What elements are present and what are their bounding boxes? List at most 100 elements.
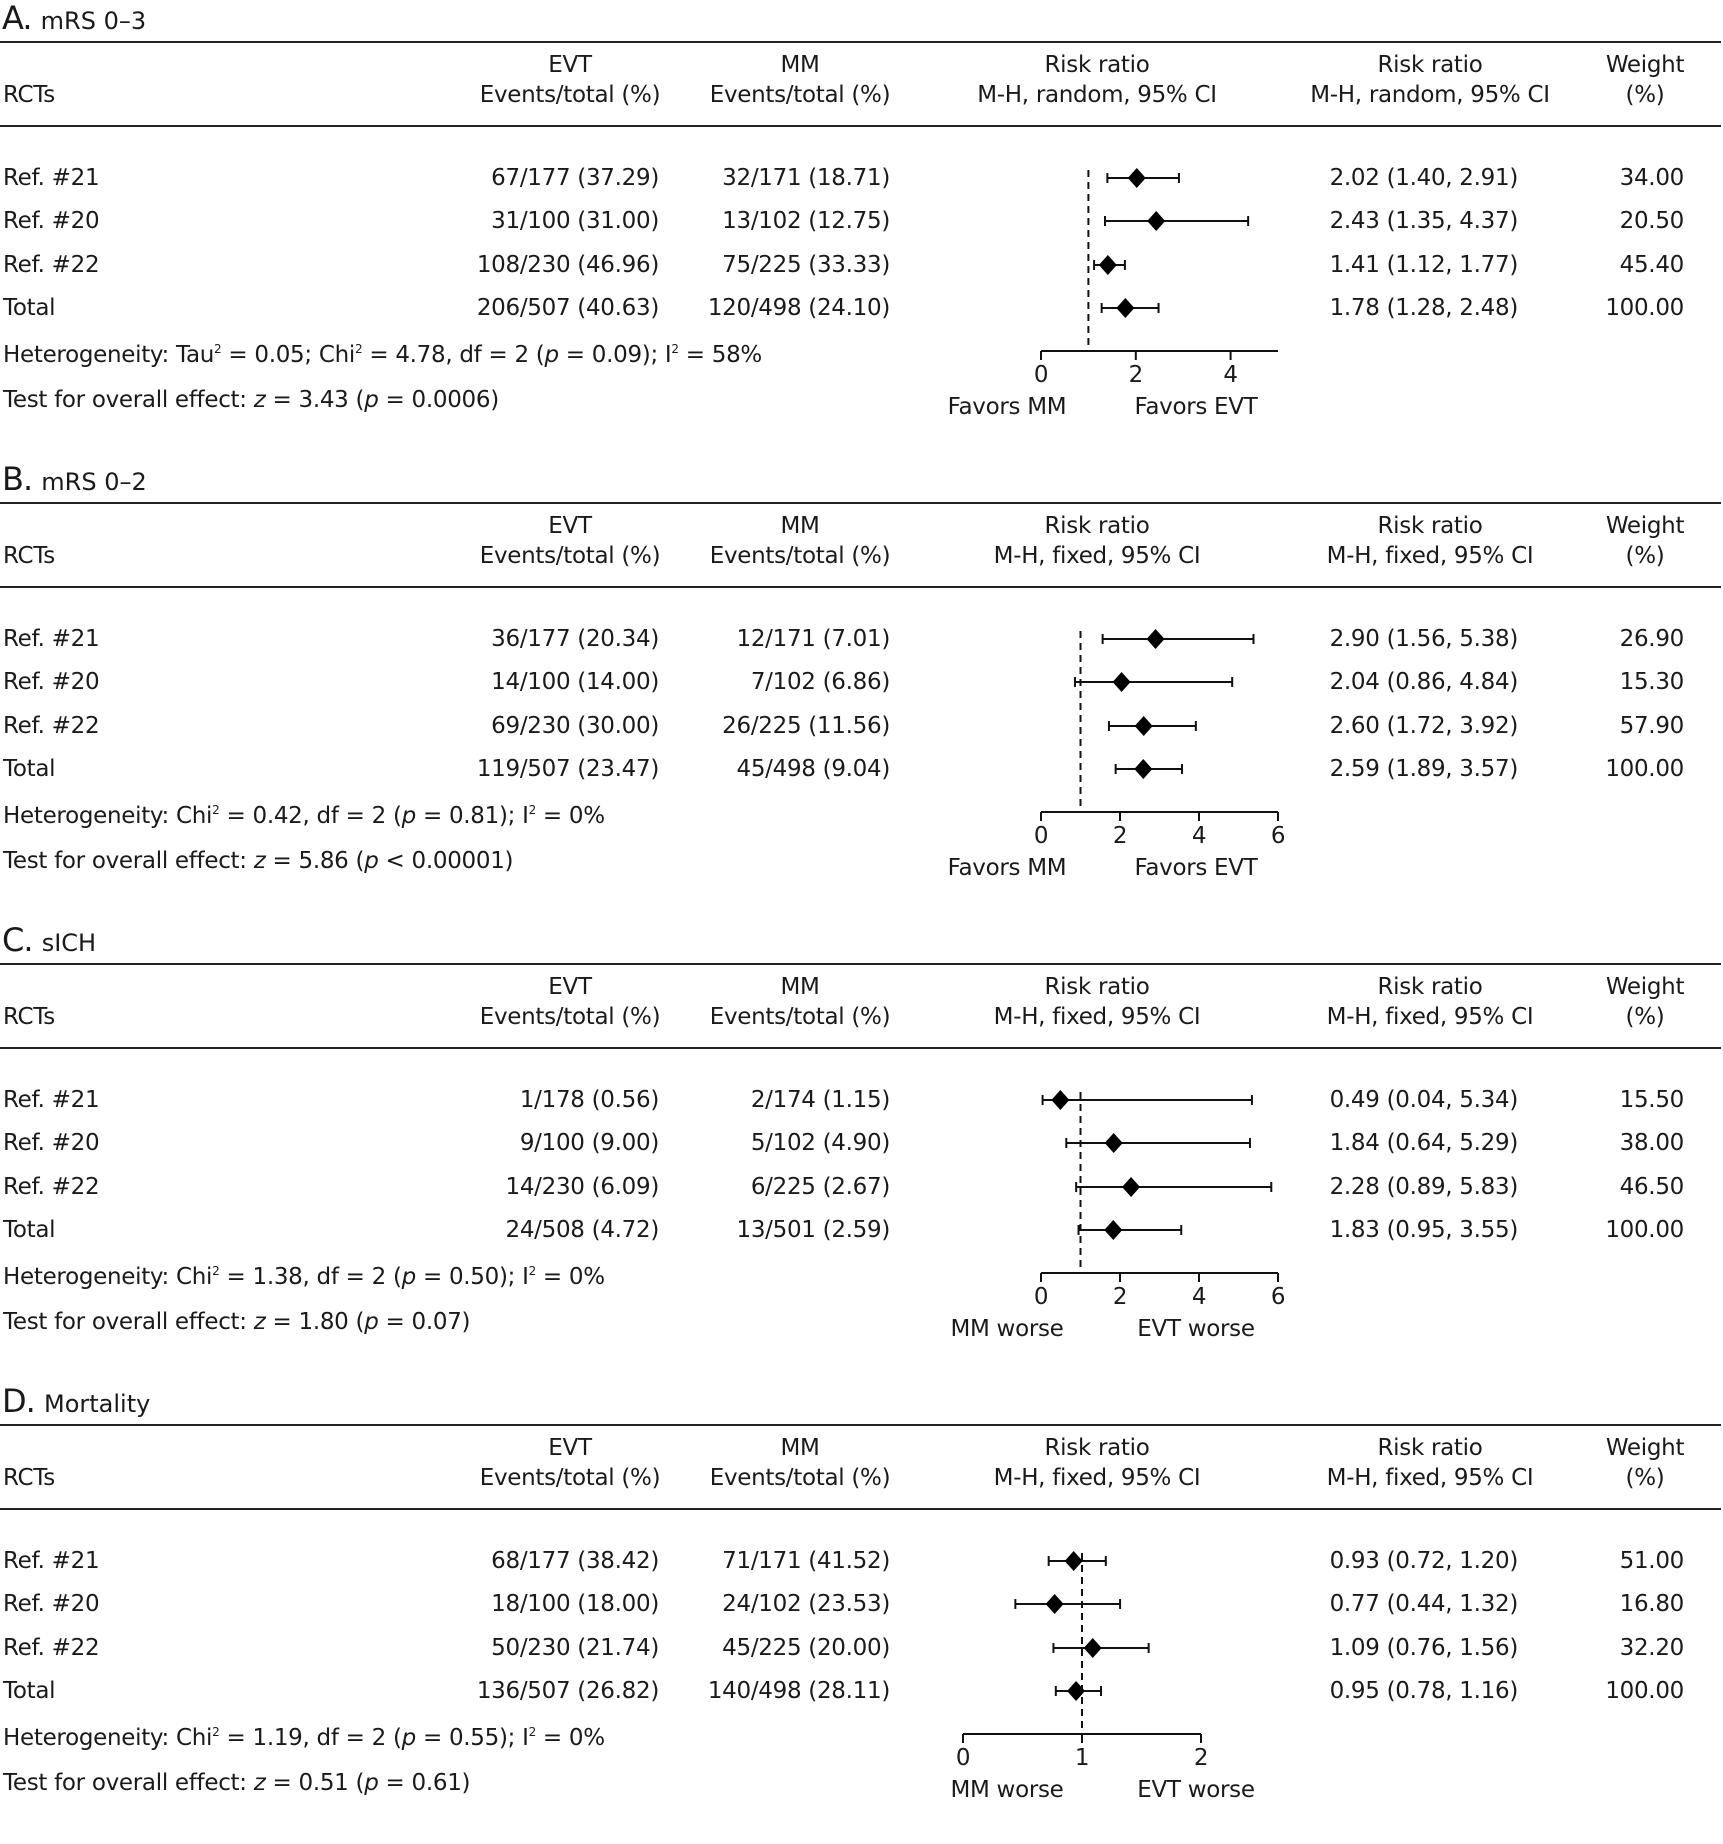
heterogeneity-stats: Heterogeneity: Chi2 = 1.38, df = 2 (p = … (3, 1263, 605, 1291)
study-estimate (1075, 1177, 1273, 1197)
x-tick-label: 2 (1112, 1284, 1128, 1310)
x-tick-label: 6 (1270, 823, 1286, 849)
evt-events: 67/177 (37.29) (491, 165, 659, 191)
header-evt-line2: Events/total (%) (479, 1004, 661, 1030)
header-mm-line1: MM (780, 52, 820, 78)
text-fragment: Test for overall effect: (3, 1770, 254, 1796)
study-label: Ref. #22 (3, 713, 100, 739)
top-rule (0, 1424, 1721, 1426)
top-rule (0, 502, 1721, 504)
text-fragment: = 1.80 ( (265, 1309, 365, 1335)
point-estimate-diamond (1064, 1551, 1083, 1571)
italic-symbol: p (401, 1264, 417, 1290)
panel-letter: C. (2, 921, 34, 959)
text-fragment: Test for overall effect: (3, 387, 254, 413)
italic-symbol: p (401, 803, 417, 829)
point-estimate-diamond (1083, 1638, 1102, 1658)
x-tick-label: 0 (1033, 823, 1049, 849)
x-tick-label: 2 (1128, 362, 1144, 388)
weight-value: 100.00 (1605, 1217, 1684, 1243)
forest-plot-area (1040, 1090, 1279, 1282)
italic-symbol: p (364, 848, 379, 874)
text-fragment: = 5.86 ( (265, 848, 365, 874)
forest-plot-area (1040, 168, 1278, 360)
evt-events: 1/178 (0.56) (519, 1087, 659, 1113)
text-fragment: = 1.38, df = 2 ( (219, 1264, 402, 1290)
weight-value: 32.20 (1619, 1635, 1685, 1661)
evt-events: 119/507 (23.47) (476, 756, 659, 782)
superscript: 2 (528, 1264, 537, 1278)
risk-ratio-ci: 2.04 (0.86, 4.84) (1329, 669, 1519, 695)
header-rr-line2: M-H, fixed, 95% CI (1326, 1465, 1534, 1491)
point-estimate-diamond (1067, 1681, 1086, 1701)
evt-events: 136/507 (26.82) (476, 1678, 659, 1704)
study-label: Ref. #20 (3, 1130, 100, 1156)
risk-ratio-ci: 1.09 (0.76, 1.56) (1329, 1635, 1519, 1661)
evt-events: 31/100 (31.00) (491, 208, 659, 234)
header-rule (0, 1508, 1721, 1510)
x-tick-label: 6 (1270, 1284, 1286, 1310)
point-estimate-diamond (1146, 629, 1165, 649)
x-tick-label: 0 (1033, 362, 1049, 388)
weight-value: 100.00 (1605, 295, 1684, 321)
italic-symbol: p (364, 1770, 379, 1796)
header-rr-line2: M-H, fixed, 95% CI (1326, 1004, 1534, 1030)
text-fragment: = 0.61) (378, 1770, 471, 1796)
header-weight-line1: Weight (1605, 974, 1685, 1000)
x-tick-label: 4 (1191, 1284, 1207, 1310)
weight-value: 45.40 (1619, 252, 1685, 278)
weight-value: 26.90 (1619, 626, 1685, 652)
header-evt-line2: Events/total (%) (479, 1465, 661, 1491)
header-mm-line1: MM (780, 1435, 820, 1461)
mm-events: 5/102 (4.90) (750, 1130, 890, 1156)
header-plot-line1: Risk ratio (1044, 513, 1150, 539)
study-label: Ref. #20 (3, 208, 100, 234)
study-label: Ref. #20 (3, 669, 100, 695)
left-direction-label: Favors MM (947, 394, 1067, 420)
forest-plot-area (1040, 629, 1279, 821)
mm-events: 6/225 (2.67) (750, 1174, 890, 1200)
mm-events: 13/102 (12.75) (722, 208, 890, 234)
risk-ratio-ci: 2.28 (0.89, 5.83) (1329, 1174, 1519, 1200)
evt-events: 68/177 (38.42) (491, 1548, 659, 1574)
overall-effect-test: Test for overall effect: z = 3.43 (p = 0… (3, 386, 499, 414)
header-weight-line2: (%) (1625, 1465, 1665, 1491)
x-tick-label: 0 (1033, 1284, 1049, 1310)
superscript: 2 (671, 342, 679, 356)
mm-events: 140/498 (28.11) (707, 1678, 890, 1704)
header-rr-line1: Risk ratio (1377, 1435, 1483, 1461)
header-weight-line1: Weight (1605, 52, 1685, 78)
text-fragment: Heterogeneity: Chi (3, 803, 213, 829)
weight-value: 57.90 (1619, 713, 1685, 739)
weight-value: 16.80 (1619, 1591, 1685, 1617)
left-direction-label: Favors MM (947, 855, 1067, 881)
point-estimate-diamond (1122, 1177, 1141, 1197)
study-label: Ref. #21 (3, 626, 100, 652)
study-estimate (1103, 211, 1250, 231)
right-direction-label: EVT worse (1137, 1316, 1255, 1342)
text-fragment: = 4.78, df = 2 ( (362, 342, 545, 368)
text-fragment: = 58% (678, 342, 763, 368)
study-label: Ref. #21 (3, 1548, 100, 1574)
right-direction-label: EVT worse (1137, 1777, 1255, 1803)
heterogeneity-stats: Heterogeneity: Chi2 = 1.19, df = 2 (p = … (3, 1724, 605, 1752)
x-tick-label: 2 (1112, 823, 1128, 849)
risk-ratio-ci: 1.83 (0.95, 3.55) (1329, 1217, 1519, 1243)
evt-events: 36/177 (20.34) (491, 626, 659, 652)
evt-events: 69/230 (30.00) (491, 713, 659, 739)
header-mm-line1: MM (780, 974, 820, 1000)
mm-events: 26/225 (11.56) (722, 713, 890, 739)
text-fragment: = 0.50); I (415, 1264, 529, 1290)
header-evt-line1: EVT (548, 52, 592, 78)
study-estimate (1065, 1133, 1251, 1153)
mm-events: 32/171 (18.71) (722, 165, 890, 191)
header-mm-line2: Events/total (%) (709, 543, 891, 569)
study-estimate (1114, 759, 1184, 779)
risk-ratio-ci: 2.02 (1.40, 2.91) (1329, 165, 1519, 191)
panel-letter: B. (2, 460, 33, 498)
study-estimate (1047, 1551, 1107, 1571)
header-rule (0, 125, 1721, 127)
evt-events: 14/100 (14.00) (491, 669, 659, 695)
x-tick-label: 1 (1074, 1745, 1090, 1771)
header-plot-line1: Risk ratio (1044, 52, 1150, 78)
